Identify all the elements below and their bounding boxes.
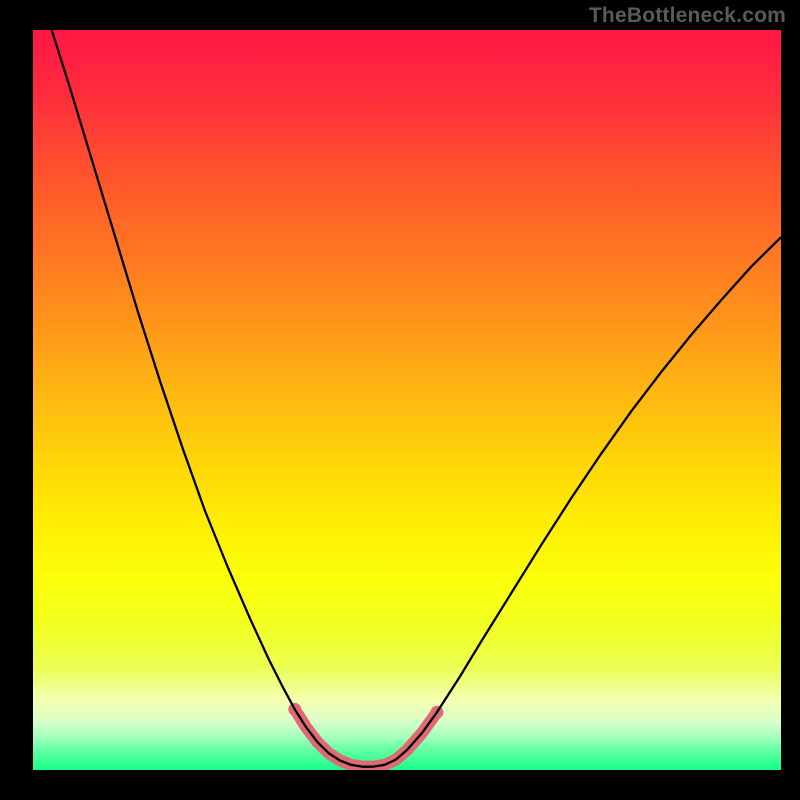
- main-curve: [52, 30, 781, 767]
- plot-area: [33, 30, 781, 770]
- chart-container: TheBottleneck.com: [0, 0, 800, 800]
- curve-layer: [33, 30, 781, 770]
- highlight-band: [295, 709, 437, 766]
- watermark-text: TheBottleneck.com: [589, 4, 786, 28]
